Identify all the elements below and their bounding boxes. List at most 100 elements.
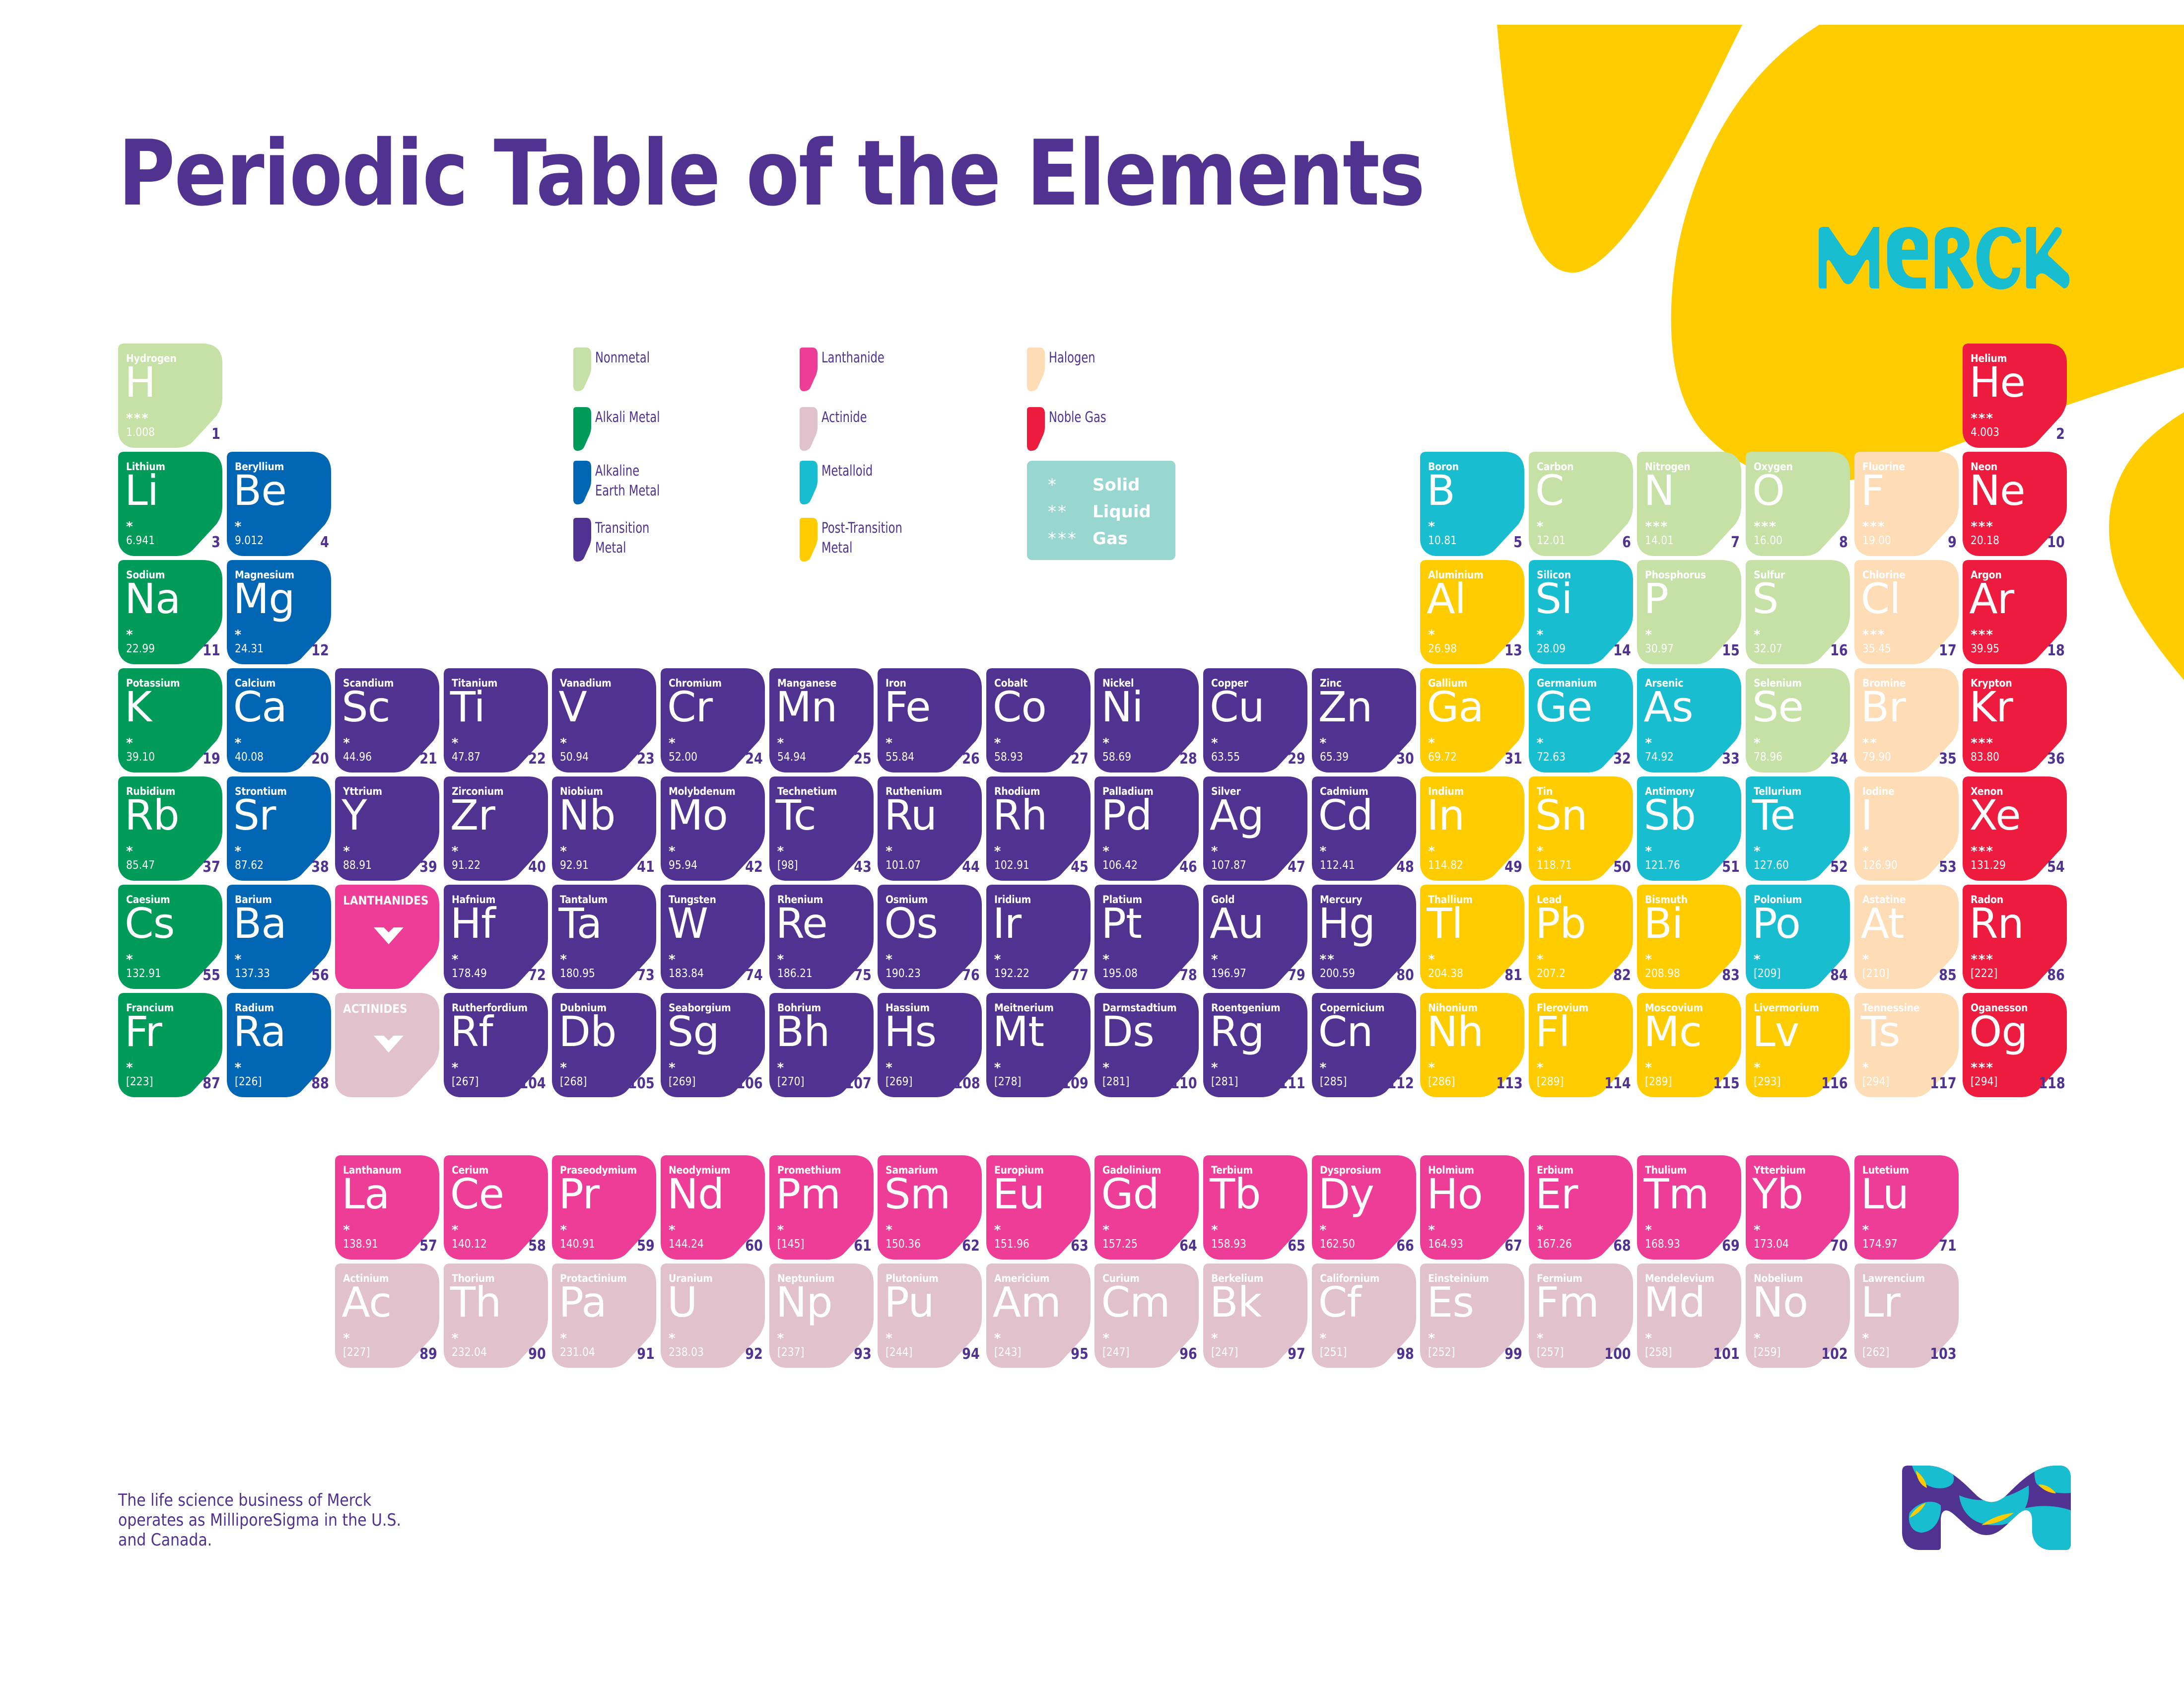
element-tile-mc[interactable]: Moscovium Mc * [289] 115 (1637, 993, 1742, 1097)
element-tile-cl[interactable]: Chlorine Cl *** 35.45 17 (1854, 560, 1959, 664)
element-tile-xe[interactable]: Xenon Xe *** 131.29 54 (1963, 776, 2067, 881)
element-tile-ge[interactable]: Germanium Ge * 72.63 32 (1528, 668, 1633, 773)
element-tile-pb[interactable]: Lead Pb * 207.2 82 (1528, 885, 1633, 989)
element-tile-b[interactable]: Boron B * 10.81 5 (1420, 452, 1525, 556)
element-tile-la[interactable]: Lanthanum La * 138.91 57 (335, 1155, 440, 1260)
element-tile-na[interactable]: Sodium Na * 22.99 11 (118, 560, 222, 664)
element-tile-bh[interactable]: Bohrium Bh * [270] 107 (769, 993, 874, 1097)
element-tile-nb[interactable]: Niobium Nb * 92.91 41 (552, 776, 657, 881)
element-tile-i[interactable]: Iodine I * 126.90 53 (1854, 776, 1959, 881)
element-tile-ne[interactable]: Neon Ne *** 20.18 10 (1963, 452, 2067, 556)
element-tile-hs[interactable]: Hassium Hs * [269] 108 (878, 993, 982, 1097)
element-tile-nd[interactable]: Neodymium Nd * 144.24 60 (661, 1155, 765, 1260)
element-tile-cs[interactable]: Caesium Cs * 132.91 55 (118, 885, 222, 989)
element-tile-co[interactable]: Cobalt Co * 58.93 27 (986, 668, 1091, 773)
element-tile-mn[interactable]: Manganese Mn * 54.94 25 (769, 668, 874, 773)
element-tile-pr[interactable]: Praseodymium Pr * 140.91 59 (552, 1155, 657, 1260)
element-tile-ru[interactable]: Ruthenium Ru * 101.07 44 (878, 776, 982, 881)
element-tile-cu[interactable]: Copper Cu * 63.55 29 (1203, 668, 1307, 773)
element-tile-in[interactable]: Indium In * 114.82 49 (1420, 776, 1525, 881)
element-tile-w[interactable]: Tungsten W * 183.84 74 (661, 885, 765, 989)
element-tile-al[interactable]: Aluminium Al * 26.98 13 (1420, 560, 1525, 664)
element-tile-dy[interactable]: Dysprosium Dy * 162.50 66 (1311, 1155, 1416, 1260)
element-tile-ti[interactable]: Titanium Ti * 47.87 22 (443, 668, 548, 773)
element-tile-cm[interactable]: Curium Cm * [247] 96 (1094, 1264, 1199, 1368)
element-tile-kr[interactable]: Krypton Kr *** 83.80 36 (1963, 668, 2067, 773)
element-tile-ni[interactable]: Nickel Ni * 58.69 28 (1094, 668, 1199, 773)
element-tile-c[interactable]: Carbon C * 12.01 6 (1528, 452, 1633, 556)
element-tile-ga[interactable]: Gallium Ga * 69.72 31 (1420, 668, 1525, 773)
element-tile-lr[interactable]: Lawrencium Lr * [262] 103 (1854, 1264, 1959, 1368)
element-tile-no[interactable]: Nobelium No * [259] 102 (1746, 1264, 1850, 1368)
element-tile-rf[interactable]: Rutherfordium Rf * [267] 104 (443, 993, 548, 1097)
element-tile-fe[interactable]: Iron Fe * 55.84 26 (878, 668, 982, 773)
element-tile-rn[interactable]: Radon Rn *** [222] 86 (1963, 885, 2067, 989)
element-tile-br[interactable]: Bromine Br ** 79.90 35 (1854, 668, 1959, 773)
element-tile-nh[interactable]: Nihonium Nh * [286] 113 (1420, 993, 1525, 1097)
merck-wordmark-logo[interactable] (1818, 226, 2071, 293)
element-tile-md[interactable]: Mendelevium Md * [258] 101 (1637, 1264, 1742, 1368)
element-tile-u[interactable]: Uranium U * 238.03 92 (661, 1264, 765, 1368)
element-tile-se[interactable]: Selenium Se * 78.96 34 (1746, 668, 1850, 773)
element-tile-pt[interactable]: Platium Pt * 195.08 78 (1094, 885, 1199, 989)
element-tile-ag[interactable]: Silver Ag * 107.87 47 (1203, 776, 1307, 881)
element-tile-yb[interactable]: Ytterbium Yb * 173.04 70 (1746, 1155, 1850, 1260)
element-tile-hf[interactable]: Hafnium Hf * 178.49 72 (443, 885, 548, 989)
element-tile-o[interactable]: Oxygen O *** 16.00 8 (1746, 452, 1850, 556)
element-tile-sg[interactable]: Seaborgium Sg * [269] 106 (661, 993, 765, 1097)
element-tile-fr[interactable]: Francium Fr * [223] 87 (118, 993, 222, 1097)
element-tile-sr[interactable]: Strontium Sr * 87.62 38 (226, 776, 331, 881)
element-tile-mg[interactable]: Magnesium Mg * 24.31 12 (226, 560, 331, 664)
element-tile-po[interactable]: Polonium Po * [209] 84 (1746, 885, 1850, 989)
element-tile-os[interactable]: Osmium Os * 190.23 76 (878, 885, 982, 989)
element-tile-cd[interactable]: Cadmium Cd * 112.41 48 (1311, 776, 1416, 881)
element-tile-fm[interactable]: Fermium Fm * [257] 100 (1528, 1264, 1633, 1368)
element-tile-ra[interactable]: Radium Ra * [226] 88 (226, 993, 331, 1097)
element-tile-bk[interactable]: Berkelium Bk * [247] 97 (1203, 1264, 1307, 1368)
element-tile-ir[interactable]: Iridium Ir * 192.22 77 (986, 885, 1091, 989)
element-tile-ac[interactable]: Actinium Ac * [227] 89 (335, 1264, 440, 1368)
element-tile-lu[interactable]: Lutetium Lu * 174.97 71 (1854, 1155, 1959, 1260)
element-tile-rg[interactable]: Roentgenium Rg * [281] 111 (1203, 993, 1307, 1097)
element-tile-li[interactable]: Lithium Li * 6.941 3 (118, 452, 222, 556)
element-tile-pd[interactable]: Palladium Pd * 106.42 46 (1094, 776, 1199, 881)
element-tile-th[interactable]: Thorium Th * 232.04 90 (443, 1264, 548, 1368)
element-tile-be[interactable]: Beryllium Be * 9.012 4 (226, 452, 331, 556)
element-tile-ts[interactable]: Tennessine Ts * [294] 117 (1854, 993, 1959, 1097)
element-tile-eu[interactable]: Europium Eu * 151.96 63 (986, 1155, 1091, 1260)
element-tile-zr[interactable]: Zirconium Zr * 91.22 40 (443, 776, 548, 881)
element-tile-mt[interactable]: Meitnerium Mt * [278] 109 (986, 993, 1091, 1097)
element-tile-rb[interactable]: Rubidium Rb * 85.47 37 (118, 776, 222, 881)
element-tile-at[interactable]: Astatine At * [210] 85 (1854, 885, 1959, 989)
element-tile-h[interactable]: Hydrogen H *** 1.008 1 (118, 344, 222, 448)
element-tile-pm[interactable]: Promethium Pm * [145] 61 (769, 1155, 874, 1260)
element-tile-cn[interactable]: Copernicium Cn * [285] 112 (1311, 993, 1416, 1097)
element-tile-am[interactable]: Americium Am * [243] 95 (986, 1264, 1091, 1368)
element-tile-db[interactable]: Dubnium Db * [268] 105 (552, 993, 657, 1097)
element-tile-og[interactable]: Oganesson Og *** [294] 118 (1963, 993, 2067, 1097)
element-tile-si[interactable]: Silicon Si * 28.09 14 (1528, 560, 1633, 664)
element-tile-he[interactable]: Helium He *** 4.003 2 (1963, 344, 2067, 448)
element-tile-s[interactable]: Sulfur S * 32.07 16 (1746, 560, 1850, 664)
element-tile-es[interactable]: Einsteinium Es * [252] 99 (1420, 1264, 1525, 1368)
element-tile-as[interactable]: Arsenic As * 74.92 33 (1637, 668, 1742, 773)
element-tile-sn[interactable]: Tin Sn * 118.71 50 (1528, 776, 1633, 881)
element-tile-sb[interactable]: Antimony Sb * 121.76 51 (1637, 776, 1742, 881)
element-tile-tb[interactable]: Terbium Tb * 158.93 65 (1203, 1155, 1307, 1260)
element-tile-p[interactable]: Phosphorus P * 30.97 15 (1637, 560, 1742, 664)
element-tile-y[interactable]: Yttrium Y * 88.91 39 (335, 776, 440, 881)
element-tile-sc[interactable]: Scandium Sc * 44.96 21 (335, 668, 440, 773)
element-tile-gd[interactable]: Gadolinium Gd * 157.25 64 (1094, 1155, 1199, 1260)
element-tile-ca[interactable]: Calcium Ca * 40.08 20 (226, 668, 331, 773)
element-tile-ce[interactable]: Cerium Ce * 140.12 58 (443, 1155, 548, 1260)
element-tile-np[interactable]: Neptunium Np * [237] 93 (769, 1264, 874, 1368)
element-tile-te[interactable]: Tellurium Te * 127.60 52 (1746, 776, 1850, 881)
element-tile-au[interactable]: Gold Au * 196.97 79 (1203, 885, 1307, 989)
element-tile-pu[interactable]: Plutonium Pu * [244] 94 (878, 1264, 982, 1368)
element-tile-ta[interactable]: Tantalum Ta * 180.95 73 (552, 885, 657, 989)
element-tile-tc[interactable]: Technetium Tc * [98] 43 (769, 776, 874, 881)
element-tile-k[interactable]: Potassium K * 39.10 19 (118, 668, 222, 773)
element-tile-zn[interactable]: Zinc Zn * 65.39 30 (1311, 668, 1416, 773)
merck-m-logo[interactable] (1902, 1466, 2071, 1550)
element-tile-sm[interactable]: Samarium Sm * 150.36 62 (878, 1155, 982, 1260)
